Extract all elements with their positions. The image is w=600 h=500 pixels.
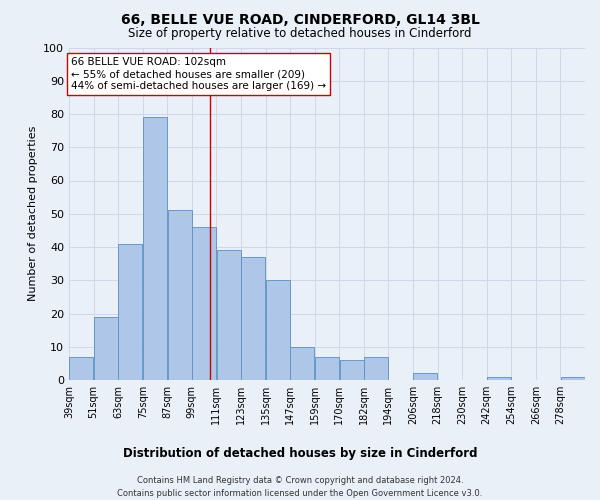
Bar <box>118 244 142 380</box>
Bar <box>290 347 314 380</box>
Bar <box>94 317 118 380</box>
Bar <box>192 227 216 380</box>
Bar <box>167 210 191 380</box>
Text: 66, BELLE VUE ROAD, CINDERFORD, GL14 3BL: 66, BELLE VUE ROAD, CINDERFORD, GL14 3BL <box>121 12 479 26</box>
Bar <box>70 356 93 380</box>
Bar <box>413 374 437 380</box>
Bar <box>143 118 167 380</box>
Bar <box>241 257 265 380</box>
Text: Size of property relative to detached houses in Cinderford: Size of property relative to detached ho… <box>128 28 472 40</box>
Bar <box>217 250 241 380</box>
Text: 66 BELLE VUE ROAD: 102sqm
← 55% of detached houses are smaller (209)
44% of semi: 66 BELLE VUE ROAD: 102sqm ← 55% of detac… <box>71 58 326 90</box>
Text: Contains HM Land Registry data © Crown copyright and database right 2024.
Contai: Contains HM Land Registry data © Crown c… <box>118 476 482 498</box>
Text: Distribution of detached houses by size in Cinderford: Distribution of detached houses by size … <box>123 448 477 460</box>
Bar <box>487 376 511 380</box>
Bar <box>266 280 290 380</box>
Y-axis label: Number of detached properties: Number of detached properties <box>28 126 38 302</box>
Bar <box>364 356 388 380</box>
Bar <box>561 376 584 380</box>
Bar <box>340 360 364 380</box>
Bar <box>315 356 339 380</box>
